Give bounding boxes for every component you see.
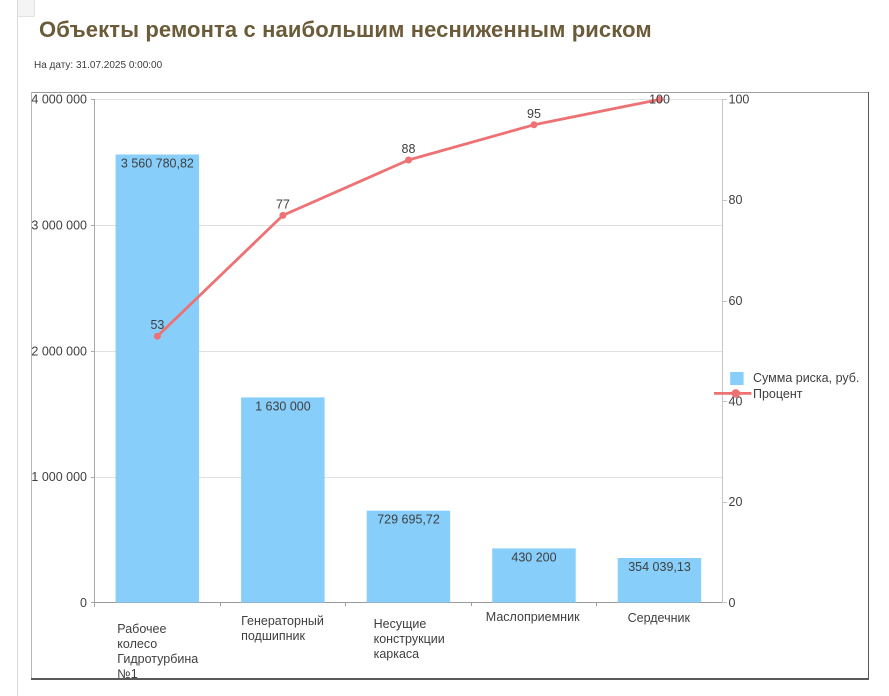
svg-text:Сумма риска, руб.: Сумма риска, руб. — [753, 371, 859, 385]
svg-text:95: 95 — [527, 107, 541, 121]
svg-text:0: 0 — [729, 596, 736, 610]
svg-text:80: 80 — [729, 193, 743, 207]
svg-text:77: 77 — [276, 197, 290, 211]
svg-text:2 000 000: 2 000 000 — [31, 344, 87, 358]
svg-text:53: 53 — [150, 318, 164, 332]
svg-text:4 000 000: 4 000 000 — [31, 93, 87, 107]
svg-text:1 630 000: 1 630 000 — [255, 399, 311, 413]
svg-text:354 039,13: 354 039,13 — [628, 560, 691, 574]
svg-text:88: 88 — [402, 142, 416, 156]
svg-text:3 560 780,82: 3 560 780,82 — [121, 156, 194, 170]
svg-text:40: 40 — [729, 395, 743, 409]
svg-text:0: 0 — [80, 596, 87, 610]
svg-text:3 000 000: 3 000 000 — [31, 218, 87, 232]
svg-text:100: 100 — [729, 93, 750, 107]
svg-text:20: 20 — [729, 495, 743, 509]
svg-text:60: 60 — [729, 294, 743, 308]
svg-text:1 000 000: 1 000 000 — [31, 470, 87, 484]
svg-text:100: 100 — [649, 93, 670, 107]
svg-text:729 695,72: 729 695,72 — [377, 513, 440, 527]
svg-text:430 200: 430 200 — [511, 550, 556, 564]
svg-text:Процент: Процент — [753, 387, 803, 401]
